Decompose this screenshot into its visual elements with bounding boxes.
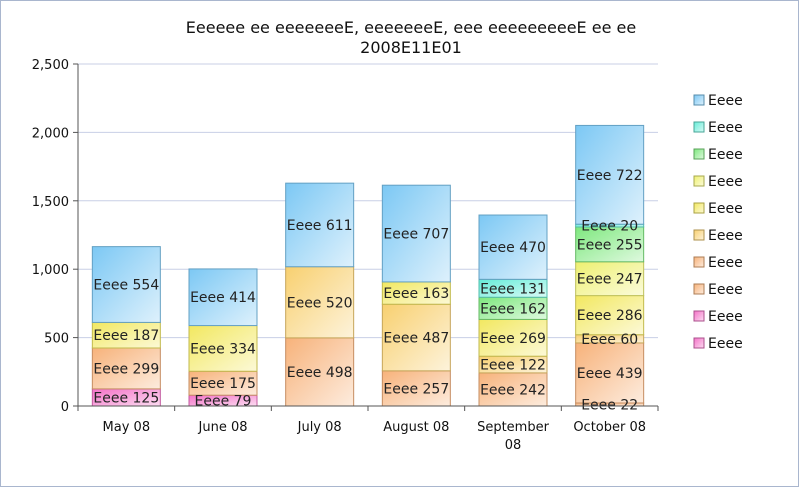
- data-label: Eeee 439: [577, 366, 643, 382]
- data-label: Eeee 520: [287, 295, 353, 311]
- data-label: Eeee 722: [577, 168, 643, 184]
- data-label: Eeee 255: [577, 237, 643, 253]
- bar-segment: [575, 295, 645, 336]
- bar-segment: [285, 266, 355, 339]
- data-label: Eeee 498: [287, 365, 353, 381]
- legend-swatch: [693, 94, 705, 106]
- grid-lines: [78, 63, 658, 339]
- x-tick-label: June 08: [198, 420, 248, 435]
- bar-segment: [575, 261, 645, 297]
- data-labels: Eeee 125 Eeee 299 Eeee 187 Eeee 554 Eeee 79 E…: [93, 168, 642, 414]
- y-tick-label: 2,500: [32, 58, 69, 73]
- x-tick-label: August 08: [383, 420, 449, 435]
- data-label: Eeee 122: [480, 358, 546, 374]
- legend-label: Eeee: [708, 336, 743, 352]
- data-label: Eeee 187: [93, 328, 159, 344]
- data-label: Eeee 242: [480, 382, 546, 398]
- x-tick-label: July 08: [297, 420, 342, 435]
- data-label: Eeee 125: [93, 390, 159, 406]
- y-axis: 0 500 1,000 1,500 2,000 2,500: [32, 58, 79, 415]
- bar-segment: [575, 342, 645, 404]
- chart-title: Eeeeee ee eeeeeeeE, eeeeeeeE, eee eeeeee…: [81, 18, 741, 58]
- legend-label: Eeee: [708, 282, 743, 298]
- data-label: Eeee 247: [577, 272, 643, 288]
- data-label: Eeee 20: [581, 219, 638, 235]
- data-label: Eeee 707: [383, 227, 449, 243]
- x-tick-label: October 08: [573, 420, 646, 435]
- bar-segment: [478, 372, 548, 407]
- legend-swatch: [693, 229, 705, 241]
- x-tick-label: May 08: [103, 420, 151, 435]
- x-tick-label: 08: [505, 438, 522, 453]
- y-tick-label: 500: [44, 332, 69, 347]
- legend-label: Eeee: [708, 147, 743, 163]
- data-label: Eeee 79: [195, 394, 252, 410]
- legend-swatch: [693, 175, 705, 187]
- data-label: Eeee 487: [383, 331, 449, 347]
- bar-segment: [285, 337, 355, 407]
- data-label: Eeee 22: [581, 397, 638, 413]
- data-label: Eeee 269: [480, 331, 546, 347]
- bar-segment: [91, 321, 161, 349]
- legend-swatch: [693, 148, 705, 160]
- bar-segment: [285, 182, 355, 268]
- legend-label: Eeee: [708, 174, 743, 190]
- bar-segment: [188, 268, 258, 327]
- data-label: Eeee 334: [190, 341, 256, 357]
- data-label: Eeee 286: [577, 308, 643, 324]
- legend-label: Eeee: [708, 120, 743, 136]
- data-label: Eeee 611: [287, 218, 353, 234]
- bars: [91, 124, 645, 407]
- legend: Eeee Eeee Eeee Eeee Eeee Eeee Eeee Eeee Eeee Eeee: [693, 93, 743, 352]
- legend-label: Eeee: [708, 255, 743, 271]
- data-label: Eeee 470: [480, 240, 546, 256]
- legend-swatch: [693, 310, 705, 322]
- bar-segment: [91, 246, 161, 323]
- y-tick-label: 1,000: [32, 263, 69, 278]
- data-label: Eeee 554: [93, 278, 159, 294]
- bar-segment: [575, 226, 645, 263]
- data-label: Eeee 175: [190, 376, 256, 392]
- data-label: Eeee 414: [190, 290, 256, 306]
- bar-segment: [188, 325, 258, 372]
- x-tick-label: September: [477, 420, 550, 435]
- legend-swatch: [693, 283, 705, 295]
- data-label: Eeee 163: [383, 286, 449, 302]
- legend-label: Eeee: [708, 201, 743, 217]
- bar-segment: [91, 347, 161, 390]
- bar-segment: [381, 370, 451, 407]
- y-tick-label: 2,000: [32, 126, 69, 141]
- chart-title-line-2: 2008E11E01: [360, 38, 462, 57]
- chart-title-line-1: Eeeeee ee eeeeeeeE, eeeeeeeE, eee eeeeee…: [185, 18, 637, 37]
- legend-label: Eeee: [708, 93, 743, 109]
- legend-swatch: [693, 202, 705, 214]
- data-label: Eeee 299: [93, 361, 159, 377]
- bar-segment: [478, 318, 548, 357]
- data-label: Eeee 131: [480, 281, 546, 297]
- y-tick-label: 0: [61, 400, 69, 415]
- bar-segment: [381, 184, 451, 283]
- y-tick-label: 1,500: [32, 195, 69, 210]
- bar-segment: [575, 124, 645, 225]
- legend-label: Eeee: [708, 309, 743, 325]
- legend-swatch: [693, 121, 705, 133]
- bar-segment: [478, 214, 548, 280]
- legend-swatch: [693, 337, 705, 349]
- legend-swatch: [693, 256, 705, 268]
- x-axis: May 08 June 08 July 08 August 08 September 08…: [77, 405, 659, 453]
- legend-label: Eeee: [708, 228, 743, 244]
- data-label: Eeee 257: [383, 381, 449, 397]
- data-label: Eeee 162: [480, 301, 546, 317]
- data-label: Eeee 60: [581, 332, 638, 348]
